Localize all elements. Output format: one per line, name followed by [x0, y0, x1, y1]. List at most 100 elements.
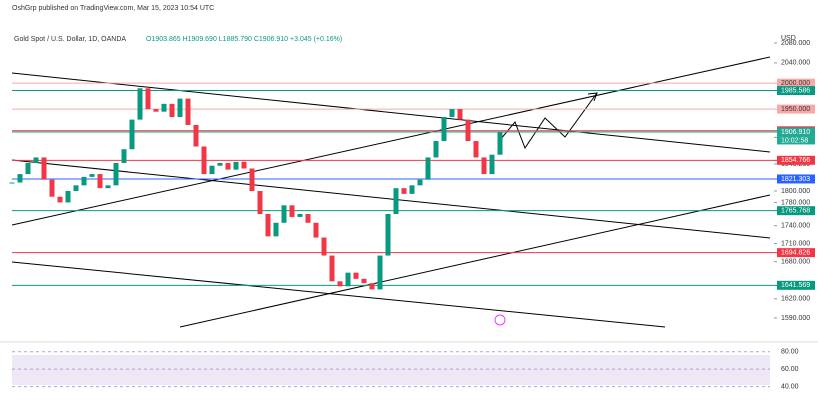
candle: [225, 162, 231, 170]
candle: [417, 179, 423, 186]
level-box: [777, 248, 815, 258]
candle: [89, 174, 95, 177]
candle: [265, 214, 271, 237]
publisher: OshGrp published on TradingView.com, Mar…: [12, 5, 214, 12]
y-tick-label: 2080.000: [781, 40, 810, 47]
level-label: 1985.586: [781, 87, 810, 94]
candle: [337, 281, 343, 287]
candle: [273, 222, 279, 237]
rsi-tick-label: 40.00: [781, 383, 799, 390]
candle: [17, 174, 23, 183]
candle: [321, 237, 327, 256]
candle: [193, 124, 199, 147]
candle: [249, 168, 255, 192]
y-tick-label: 1800.000: [781, 188, 810, 195]
candle: [401, 188, 407, 194]
candle: [57, 196, 63, 203]
candle: [121, 149, 127, 163]
candle: [433, 141, 439, 158]
candle: [153, 109, 159, 112]
candle: [345, 272, 351, 287]
level-box: [777, 174, 815, 184]
candle: [305, 214, 311, 223]
candle: [473, 141, 479, 158]
currency: USD: [781, 35, 796, 42]
candle: [185, 98, 191, 125]
candle: [393, 188, 399, 215]
candle: [489, 154, 495, 175]
y-tick-label: 1620.000: [781, 296, 810, 303]
candle: [385, 214, 391, 256]
y-tick-label: 1680.000: [781, 258, 810, 265]
candle: [113, 162, 119, 186]
level-label: 1906.910: [781, 129, 810, 136]
candle: [201, 146, 207, 175]
candle: [409, 185, 415, 194]
candle: [41, 157, 47, 180]
y-tick-label: 1780.000: [781, 199, 810, 206]
candle: [425, 157, 431, 180]
candle: [105, 185, 111, 189]
candle: [25, 162, 31, 175]
candle: [217, 162, 223, 166]
candle: [289, 205, 295, 217]
y-tick-label: 1740.000: [781, 223, 810, 230]
level-box: [777, 86, 815, 96]
y-tick-label: 2040.000: [781, 60, 810, 67]
candle: [497, 131, 503, 155]
candle: [145, 88, 151, 110]
candle: [177, 98, 183, 117]
rsi-band: [12, 355, 770, 385]
candle: [281, 205, 287, 223]
candle: [441, 116, 447, 142]
countdown: 10:02:58: [781, 137, 808, 144]
level-box: [777, 280, 815, 290]
candle: [65, 191, 71, 203]
countdown-box: [777, 136, 815, 145]
symbol: Gold Spot / U.S. Dollar, 1D, OANDA: [14, 36, 126, 43]
level-label: 1765.768: [781, 208, 810, 215]
level-box: [777, 206, 815, 216]
candle: [241, 161, 247, 169]
candle: [481, 157, 487, 175]
candle: [361, 278, 367, 284]
level-label: 1641.569: [781, 282, 810, 289]
candle: [377, 255, 383, 290]
candle: [169, 103, 175, 117]
candle: [209, 165, 215, 175]
candle: [297, 214, 303, 217]
candle: [97, 174, 103, 189]
candle: [313, 222, 319, 238]
candle: [73, 185, 79, 192]
level-box: [777, 104, 815, 114]
level-label: 1694.826: [781, 249, 810, 256]
level-label: 1854.766: [781, 157, 810, 164]
candle: [129, 119, 135, 150]
rsi-tick-label: 60.00: [781, 366, 799, 373]
rsi-tick-label: 80.00: [781, 349, 799, 356]
candle: [257, 191, 263, 215]
level-label: 1950.000: [781, 106, 810, 113]
level-box: [777, 127, 815, 137]
y-tick-label: 1710.000: [781, 240, 810, 247]
y-tick-label: 1590.000: [781, 315, 810, 322]
candle: [161, 103, 167, 112]
candle: [9, 182, 15, 184]
icon: [494, 314, 506, 326]
level-box: [777, 155, 815, 165]
level-box: [777, 78, 815, 88]
candle: [81, 176, 87, 186]
candle: [369, 283, 375, 290]
candle: [49, 179, 55, 197]
candle: [353, 272, 359, 279]
candle: [329, 255, 335, 282]
candle: [449, 109, 455, 117]
candle: [137, 88, 143, 120]
level-label: 1821.303: [781, 176, 810, 183]
ohlc: O1903.865 H1909.690 L1885.790 C1906.910 …: [146, 36, 342, 43]
level-label: 2000.000: [781, 80, 810, 87]
candle: [233, 161, 239, 170]
candle: [457, 109, 463, 120]
candle: [465, 119, 471, 142]
